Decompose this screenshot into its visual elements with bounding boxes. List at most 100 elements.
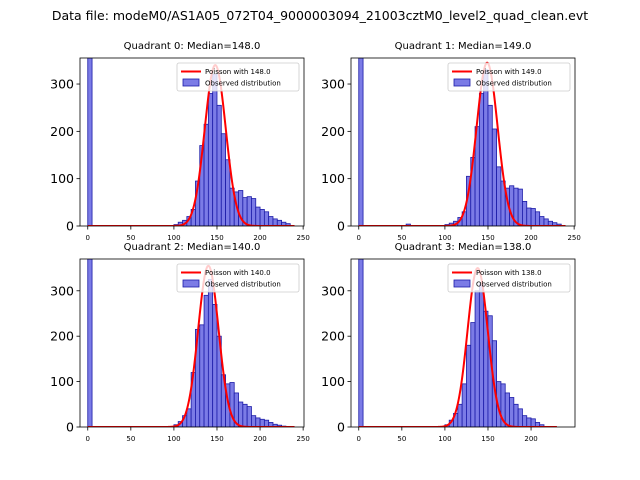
y-tick-label: 0 (66, 420, 74, 435)
histogram-bar (225, 159, 231, 226)
x-tick-label: 150 (210, 435, 223, 443)
x-tick-label: 150 (210, 234, 223, 242)
histogram-bar (251, 415, 257, 427)
histogram-bar (255, 206, 261, 226)
histogram-bar (530, 208, 536, 226)
histogram-bar (530, 418, 536, 427)
poisson-curve (358, 267, 557, 427)
x-tick-label: 150 (481, 435, 494, 443)
histogram-bar (539, 216, 545, 226)
x-tick-label: 200 (253, 234, 266, 242)
axes-frame (350, 57, 576, 227)
histogram-bar (483, 69, 489, 226)
legend-label-poisson: Poisson with 138.0 (476, 269, 542, 277)
y-tick-label: 200 (321, 124, 345, 139)
plot-area (358, 259, 557, 427)
legend-box (447, 263, 571, 293)
x-tick-label: 250 (296, 435, 309, 443)
x-tick-label: 200 (524, 435, 537, 443)
histogram-bar (509, 397, 515, 427)
histogram-bar (238, 401, 244, 427)
quadrant-3-panel: 0 50 100 150 200 0 100 200 300 Quadrant 3: Median… (321, 242, 576, 443)
x-tick-label: 50 (397, 234, 406, 242)
histogram-bar (522, 200, 528, 226)
panel-title: Quadrant 0: Median=148.0 (124, 41, 261, 52)
histogram-bar (461, 383, 467, 427)
histogram-bar (87, 259, 93, 427)
histogram-bar (272, 218, 278, 226)
x-tick-label: 100 (438, 435, 451, 443)
x-tick-label: 150 (481, 234, 494, 242)
histogram-bar (534, 211, 541, 226)
histogram-bar (496, 166, 502, 226)
histogram-bar (474, 290, 480, 427)
histogram-bar (543, 218, 549, 226)
histogram-bar (242, 403, 248, 427)
quadrant-0-panel: 0 50 100 150 200 250 0 100 200 300 Quadrant 0: Med… (50, 41, 310, 242)
histogram-bar (186, 408, 192, 427)
histogram-bar (251, 198, 257, 226)
x-tick-label: 0 (86, 234, 90, 242)
y-tick-label: 100 (321, 374, 345, 389)
histogram-bar (504, 392, 510, 427)
histogram-bar (203, 294, 209, 427)
histogram-bar (522, 415, 528, 427)
histogram-bar (517, 188, 523, 226)
histogram-bar (517, 408, 523, 427)
x-tick-label: 0 (357, 435, 361, 443)
x-tick-label: 0 (86, 435, 90, 443)
legend-label-observed: Observed distribution (476, 80, 552, 88)
x-tick-label: 250 (296, 234, 309, 242)
y-tick-label: 200 (50, 124, 74, 139)
legend-box (176, 263, 300, 293)
legend-box (176, 62, 300, 92)
y-tick-label: 0 (337, 219, 345, 234)
quadrant-2-panel: 0 50 100 150 200 250 0 100 200 300 Quadrant 2: Med… (50, 242, 310, 443)
histogram-bar (207, 279, 214, 427)
legend-label-poisson: Poisson with 140.0 (205, 269, 271, 277)
histogram-bar (526, 417, 532, 427)
histogram-bar (526, 207, 532, 226)
y-tick-label: 300 (321, 77, 345, 92)
histogram-bar (259, 209, 265, 226)
histogram-bar (268, 216, 274, 226)
histogram-bar (263, 211, 270, 226)
histogram-bar (87, 58, 93, 226)
y-tick-label: 0 (337, 420, 345, 435)
histogram-bar (358, 259, 364, 427)
histogram-bar (513, 403, 519, 427)
histogram-bar (470, 322, 476, 427)
legend-bar-swatch (182, 78, 200, 87)
y-tick-label: 0 (66, 219, 74, 234)
x-tick-label: 50 (126, 234, 135, 242)
y-tick-label: 100 (321, 171, 345, 186)
x-tick-label: 100 (167, 435, 180, 443)
histogram-bar (207, 93, 214, 226)
histogram-bar (285, 223, 291, 226)
legend-bar-swatch (453, 279, 471, 288)
poisson-curve (87, 264, 295, 427)
y-tick-label: 200 (50, 329, 74, 344)
x-tick-label: 100 (167, 234, 180, 242)
legend-box (447, 62, 571, 92)
figure-title: Data file: modeM0/AS1A05_072T04_90000030… (52, 8, 588, 23)
histogram-bar (212, 304, 218, 427)
legend-label-observed: Observed distribution (205, 281, 281, 289)
x-tick-label: 50 (397, 435, 406, 443)
quadrant-1-panel: 0 50 100 150 200 250 0 100 200 300 Quadrant 1: Med… (321, 41, 581, 242)
histogram-bar (466, 344, 472, 427)
histogram-bar (487, 104, 493, 226)
histogram-bar (246, 406, 252, 427)
histogram-bar (457, 403, 463, 427)
y-tick-label: 200 (321, 329, 345, 344)
y-tick-label: 300 (50, 77, 74, 92)
x-tick-label: 0 (357, 234, 361, 242)
x-tick-label: 250 (567, 234, 580, 242)
histogram-bar (255, 417, 261, 427)
y-tick-label: 300 (321, 283, 345, 298)
x-tick-label: 100 (438, 234, 451, 242)
panel-title: Quadrant 3: Median=138.0 (395, 242, 532, 253)
y-tick-label: 100 (50, 171, 74, 186)
histogram-bar (478, 283, 485, 427)
